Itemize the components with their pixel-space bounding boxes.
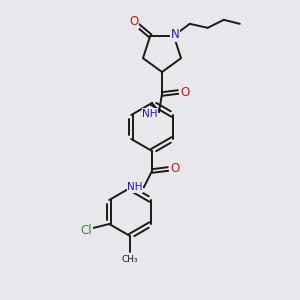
Text: O: O	[180, 85, 190, 98]
Text: O: O	[129, 15, 139, 28]
Text: NH: NH	[142, 109, 158, 119]
Text: N: N	[170, 28, 179, 41]
Text: O: O	[170, 163, 180, 176]
Text: CH₃: CH₃	[122, 254, 138, 263]
Text: NH: NH	[127, 182, 143, 192]
Text: Cl: Cl	[80, 224, 92, 236]
